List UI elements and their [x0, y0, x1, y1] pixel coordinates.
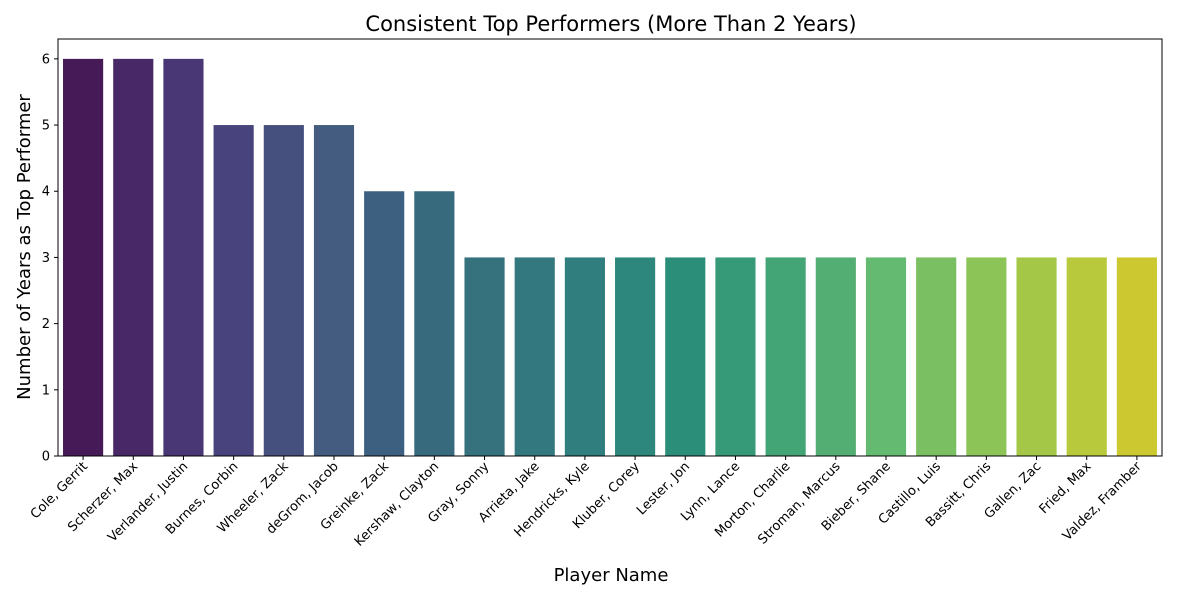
bar-1: [113, 58, 154, 456]
chart-title: Consistent Top Performers (More Than 2 Y…: [365, 12, 856, 36]
y-axis-label: Number of Years as Top Performer: [14, 94, 35, 400]
bar-0: [63, 58, 104, 456]
bar-7: [414, 191, 455, 456]
bar-4: [263, 125, 304, 457]
y-tick-label: 2: [42, 317, 50, 332]
bar-9: [514, 257, 555, 456]
x-axis-label: Player Name: [554, 565, 669, 586]
bar-19: [1016, 257, 1057, 456]
bar-2: [163, 58, 204, 456]
bar-8: [464, 257, 505, 456]
y-tick-label: 3: [42, 251, 50, 266]
bar-16: [865, 257, 907, 456]
bars-group: [63, 58, 1157, 457]
bar-15: [815, 257, 856, 456]
bar-14: [765, 257, 806, 456]
bar-13: [715, 257, 756, 456]
y-tick-label: 4: [42, 185, 50, 200]
bar-12: [665, 257, 706, 456]
y-tick-label: 1: [42, 383, 50, 398]
bar-18: [966, 257, 1007, 456]
bar-20: [1066, 257, 1107, 456]
bar-6: [364, 191, 405, 456]
bar-11: [615, 257, 656, 456]
x-tick-label: Kershaw, Clayton: [352, 459, 442, 549]
bar-21: [1116, 257, 1157, 456]
bar-3: [213, 125, 254, 457]
bar-10: [564, 257, 605, 456]
y-tick-label: 0: [42, 450, 50, 465]
y-tick-label: 6: [42, 52, 50, 67]
y-tick-label: 5: [42, 119, 50, 134]
y-axis-ticks: 0 1 2 3 4 5 6: [42, 52, 58, 465]
bar-17: [916, 257, 957, 456]
plot-frame: [57, 38, 1163, 457]
bar-5: [313, 125, 355, 457]
